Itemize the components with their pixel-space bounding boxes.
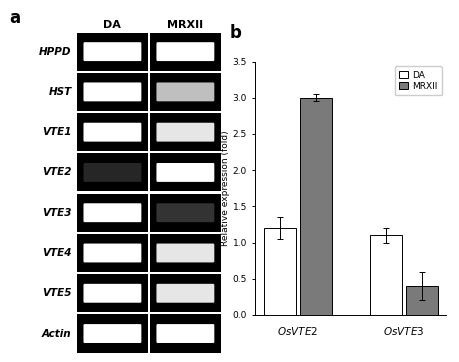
Text: VTE4: VTE4: [42, 248, 72, 258]
Text: VTE3: VTE3: [42, 208, 72, 218]
Bar: [149, 194, 221, 232]
Bar: [149, 113, 221, 151]
Text: Actin: Actin: [42, 329, 72, 338]
FancyBboxPatch shape: [83, 83, 141, 101]
FancyBboxPatch shape: [83, 123, 141, 142]
Bar: [76, 315, 148, 353]
Text: DA: DA: [103, 20, 121, 30]
Text: HST: HST: [48, 87, 72, 97]
Y-axis label: Relative expression (fold): Relative expression (fold): [220, 130, 230, 246]
FancyBboxPatch shape: [156, 324, 214, 343]
FancyBboxPatch shape: [156, 83, 214, 101]
Bar: [369, 235, 401, 315]
Text: VTE5: VTE5: [42, 288, 72, 298]
Text: b: b: [230, 24, 241, 42]
Bar: [149, 274, 221, 312]
Text: VTE1: VTE1: [42, 127, 72, 137]
FancyBboxPatch shape: [156, 244, 214, 262]
Bar: [76, 73, 148, 111]
FancyBboxPatch shape: [156, 163, 214, 182]
Bar: [149, 234, 221, 272]
FancyBboxPatch shape: [156, 203, 214, 222]
FancyBboxPatch shape: [83, 284, 141, 303]
Text: VTE2: VTE2: [42, 168, 72, 177]
Text: a: a: [10, 9, 21, 27]
Bar: [76, 194, 148, 232]
Bar: [76, 113, 148, 151]
FancyBboxPatch shape: [83, 324, 141, 343]
Bar: [149, 315, 221, 353]
Bar: [76, 33, 148, 71]
Text: HPPD: HPPD: [39, 47, 72, 56]
Legend: DA, MRXII: DA, MRXII: [394, 66, 441, 95]
Bar: [405, 286, 437, 315]
Bar: [149, 153, 221, 191]
FancyBboxPatch shape: [83, 244, 141, 262]
FancyBboxPatch shape: [83, 163, 141, 182]
Bar: [76, 274, 148, 312]
Bar: [299, 98, 331, 315]
FancyBboxPatch shape: [156, 42, 214, 61]
FancyBboxPatch shape: [83, 203, 141, 222]
Text: MRXII: MRXII: [167, 20, 203, 30]
Bar: [76, 234, 148, 272]
Bar: [149, 73, 221, 111]
Bar: [149, 33, 221, 71]
FancyBboxPatch shape: [156, 284, 214, 303]
FancyBboxPatch shape: [83, 42, 141, 61]
Bar: [76, 153, 148, 191]
FancyBboxPatch shape: [156, 123, 214, 142]
Bar: [263, 228, 295, 315]
